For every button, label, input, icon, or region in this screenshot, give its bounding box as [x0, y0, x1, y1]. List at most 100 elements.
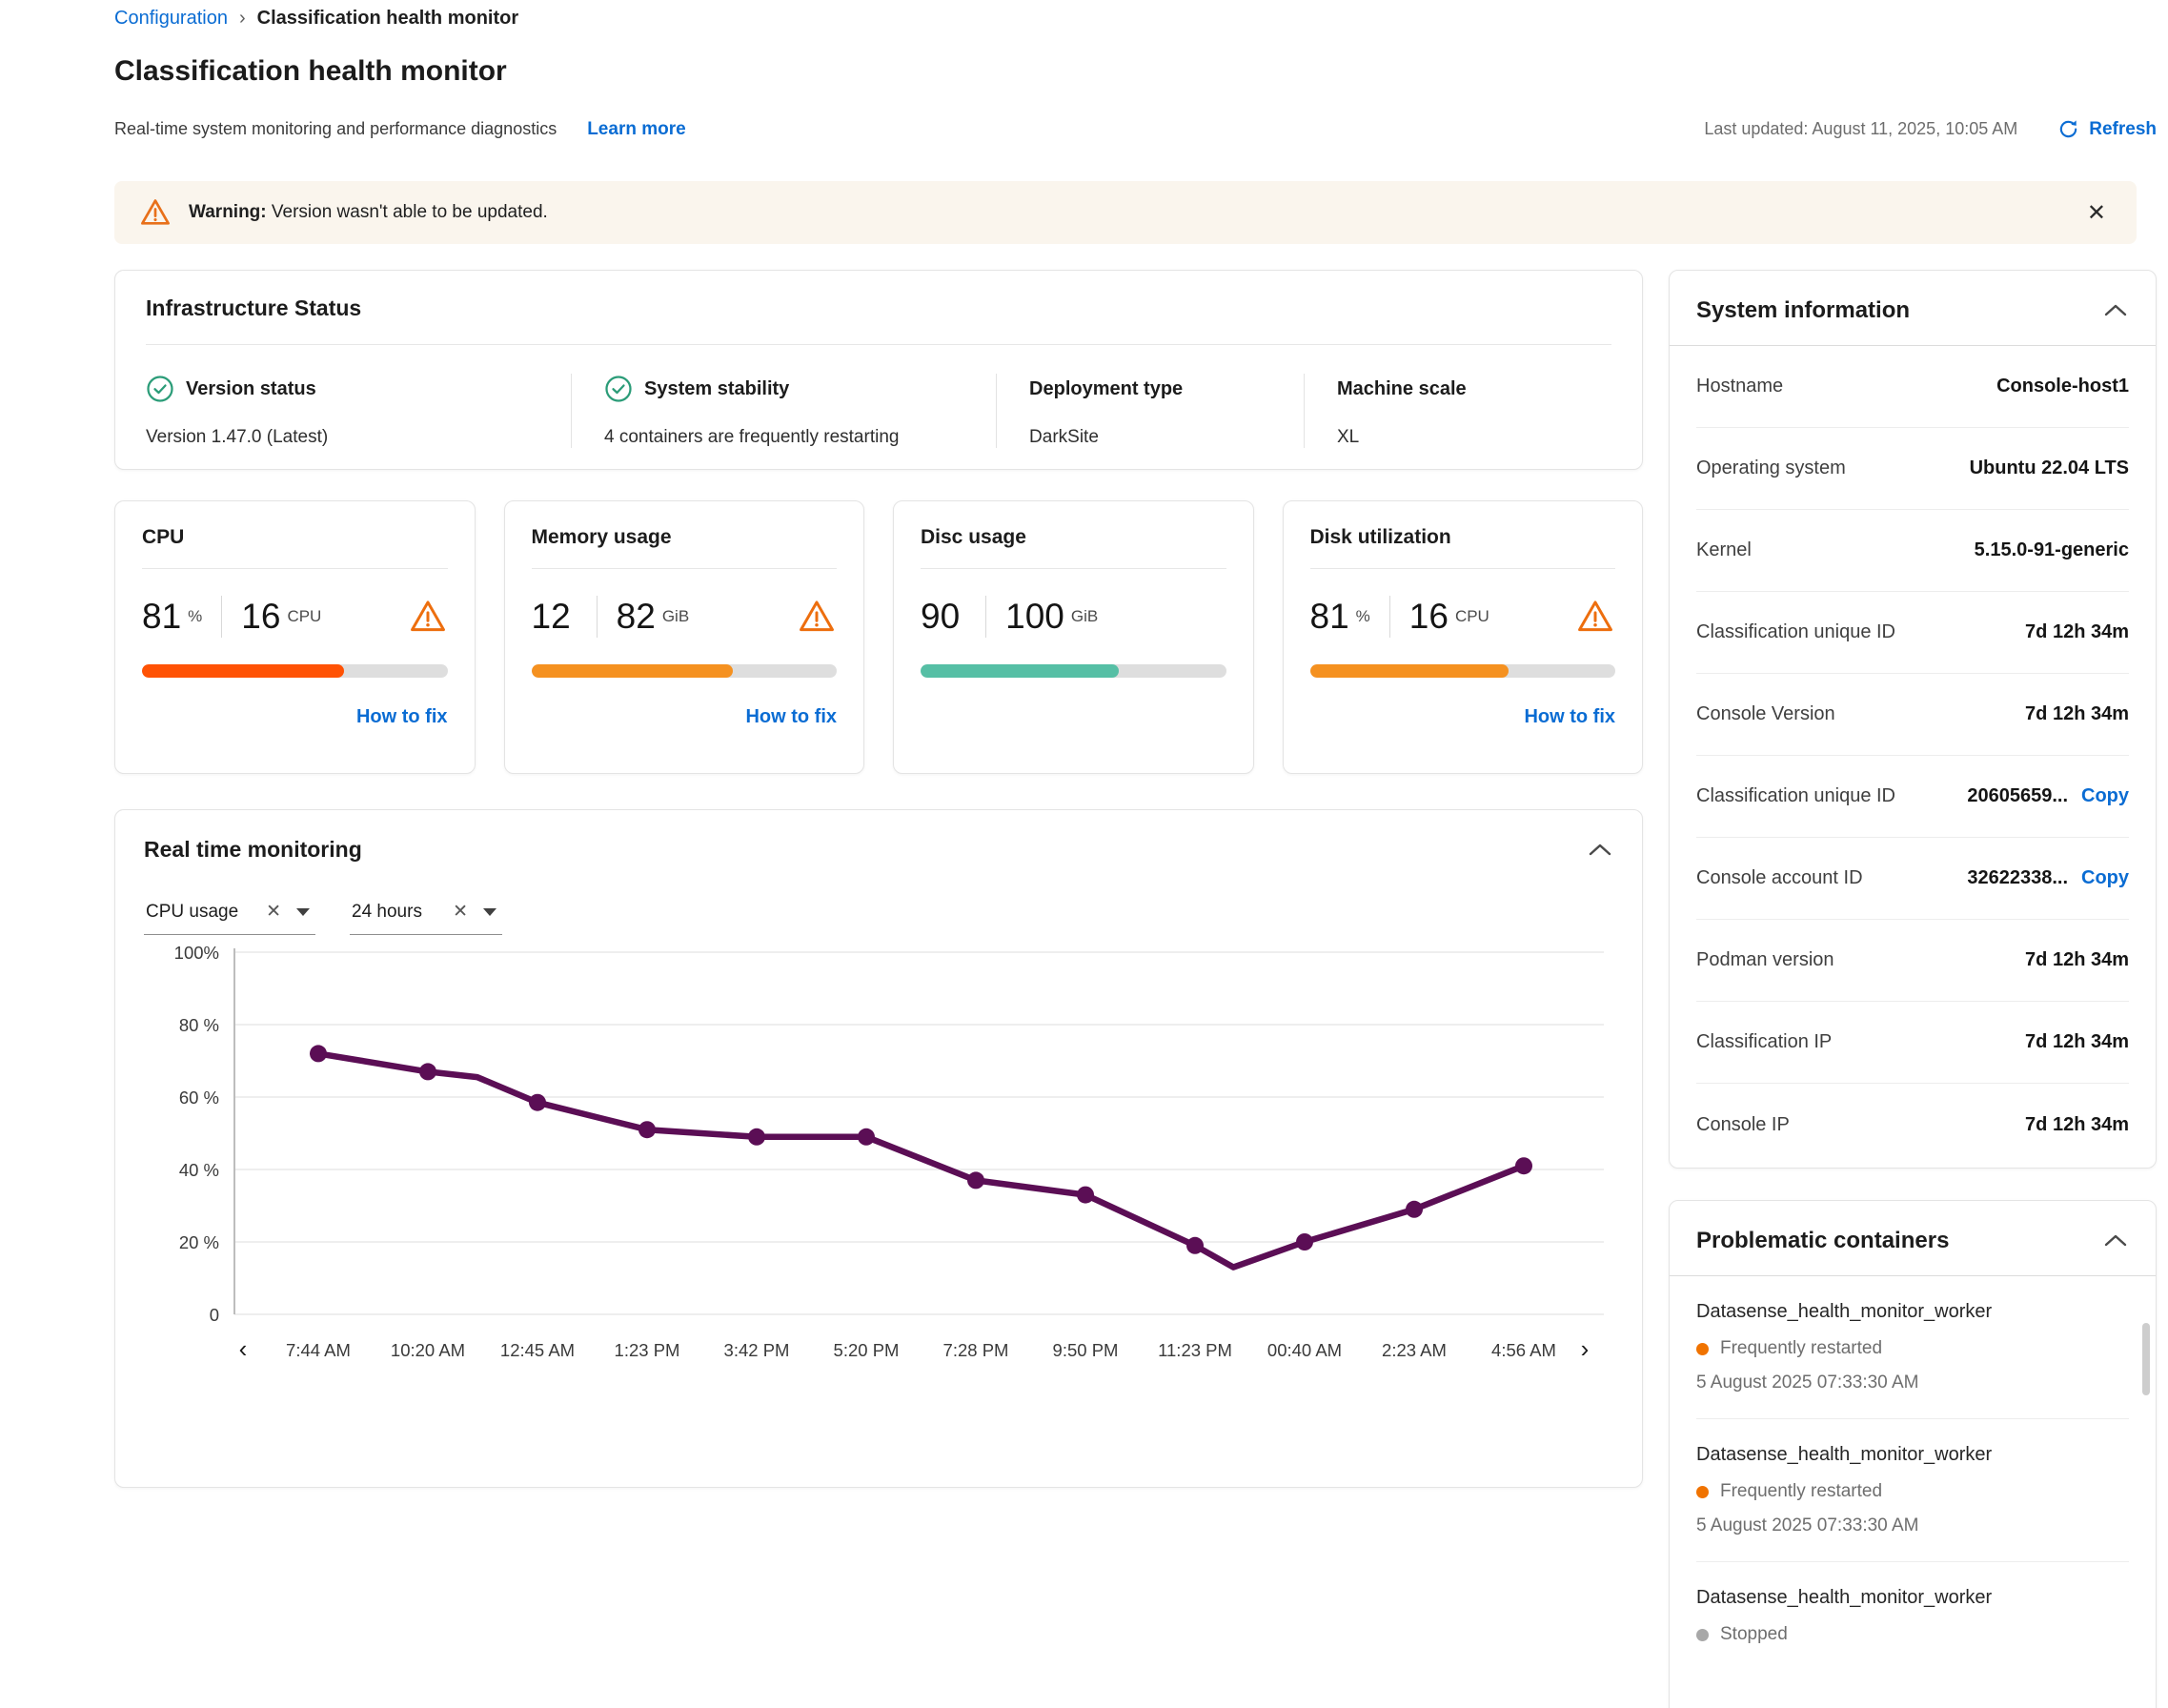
learn-more-link[interactable]: Learn more [587, 118, 686, 139]
container-list-item: Datasense_health_monitor_worker Frequent… [1696, 1276, 2129, 1419]
metric-bar-fill [531, 664, 734, 678]
container-date: 5 August 2025 07:33:30 AM [1696, 1515, 1919, 1535]
refresh-button[interactable]: Refresh [2057, 118, 2157, 140]
how-to-fix-link[interactable]: How to fix [745, 706, 837, 727]
breadcrumb: Configuration › Classification health mo… [114, 8, 518, 30]
metric-value-1: 12 [531, 597, 571, 636]
system-information-card: System information Hostname Console-host… [1669, 270, 2157, 1169]
metric-value-2: 82 [616, 597, 656, 636]
svg-text:100%: 100% [174, 943, 219, 963]
container-status-dot [1696, 1485, 1709, 1498]
sysinfo-label: Console Version [1696, 703, 1835, 724]
chevron-down-icon[interactable] [483, 907, 496, 916]
problematic-containers-title: Problematic containers [1696, 1228, 1950, 1253]
metric-value-2: 100 [1005, 597, 1064, 636]
sysinfo-label: Classification unique ID [1696, 621, 1895, 642]
clear-filter-icon[interactable]: ✕ [453, 902, 468, 922]
refresh-icon [2060, 120, 2077, 138]
metric-value-2: 16 [1408, 597, 1449, 636]
container-name: Datasense_health_monitor_worker [1696, 1444, 1993, 1465]
svg-text:10:20 AM: 10:20 AM [391, 1340, 465, 1360]
sysinfo-row-classification-ip: Classification IP 7d 12h 34m [1696, 1002, 2129, 1084]
sysinfo-row-podman-version: Podman version 7d 12h 34m [1696, 920, 2129, 1002]
sysinfo-label: Console account ID [1696, 867, 1863, 888]
sysinfo-label: Operating system [1696, 458, 1846, 478]
sysinfo-label: Hostname [1696, 376, 1784, 396]
sysinfo-row-hostname: Hostname Console-host1 [1696, 346, 2129, 428]
metric-card-cpu: CPU 81% 16 CPU How to fix [114, 500, 476, 774]
copy-link[interactable]: Copy [2081, 867, 2129, 888]
svg-text:7:28 PM: 7:28 PM [943, 1340, 1009, 1360]
sysinfo-value: 7d 12h 34m [2025, 621, 2129, 642]
chart-next-icon[interactable]: › [1581, 1334, 1590, 1363]
svg-text:9:50 PM: 9:50 PM [1053, 1340, 1119, 1360]
container-date: 5 August 2025 07:33:30 AM [1696, 1372, 1919, 1393]
how-to-fix-link[interactable]: How to fix [1524, 706, 1615, 727]
metric-value-1: 90 [921, 597, 961, 636]
collapse-chevron-icon[interactable] [1587, 842, 1613, 859]
time-range-dropdown[interactable]: 24 hours ✕ [350, 901, 502, 935]
container-name: Datasense_health_monitor_worker [1696, 1301, 1993, 1322]
chart-prev-icon[interactable]: ‹ [239, 1334, 248, 1363]
scrollbar-thumb[interactable] [2142, 1323, 2150, 1395]
metric-value-1: 81 [142, 597, 182, 636]
sysinfo-row-console-ip: Console IP 7d 12h 34m [1696, 1084, 2129, 1166]
metric-cards-row: CPU 81% 16 CPU How to fix Memory usage [114, 500, 1643, 774]
metric-unit-1: % [188, 607, 203, 625]
sysinfo-row-console-account-id: Console account ID 32622338... Copy [1696, 838, 2129, 920]
sysinfo-label: Classification IP [1696, 1031, 1833, 1052]
how-to-fix-link[interactable]: How to fix [355, 706, 448, 727]
metric-progress-track [142, 664, 448, 678]
sysinfo-value: 20605659... [1967, 785, 2068, 806]
metric-card-disk-utilization: Disk utilization 81% 16 CPU How to fix [1282, 500, 1643, 774]
infrastructure-status-title: Infrastructure Status [146, 295, 362, 320]
sysinfo-value: 7d 12h 34m [2025, 1031, 2129, 1052]
chevron-down-icon[interactable] [296, 907, 310, 916]
sysinfo-label: Kernel [1696, 539, 1752, 560]
sysinfo-value: 7d 12h 34m [2025, 949, 2129, 970]
svg-text:4:56 AM: 4:56 AM [1491, 1340, 1556, 1360]
sysinfo-row-console-version: Console Version 7d 12h 34m [1696, 674, 2129, 756]
warning-triangle-icon [141, 199, 170, 225]
sysinfo-value: 7d 12h 34m [2025, 703, 2129, 724]
infra-item-value: DarkSite [1029, 427, 1099, 447]
infra-item-value: 4 containers are frequently restarting [604, 427, 900, 447]
svg-text:80 %: 80 % [179, 1015, 219, 1035]
metric-bar-fill [142, 664, 344, 678]
container-list-item: Datasense_health_monitor_worker Stopped [1696, 1562, 2129, 1670]
metric-value-2: 16 [241, 597, 281, 636]
container-status-text: Frequently restarted [1720, 1481, 1883, 1501]
sysinfo-row-kernel: Kernel 5.15.0-91-generic [1696, 510, 2129, 592]
copy-link[interactable]: Copy [2081, 785, 2129, 806]
banner-close-icon[interactable]: ✕ [2086, 199, 2106, 226]
cpu-usage-line-chart: 100% 80 % 60 % 40 % 20 % 0 7:44 AM 10:20 AM 12:4… [144, 939, 1613, 1382]
container-status-dot [1696, 1342, 1709, 1355]
svg-text:60 %: 60 % [179, 1088, 219, 1108]
sysinfo-value: 32622338... [1967, 867, 2068, 888]
svg-text:11:23 PM: 11:23 PM [1158, 1340, 1232, 1360]
clear-filter-icon[interactable]: ✕ [266, 902, 281, 922]
breadcrumb-current: Classification health monitor [256, 8, 519, 29]
infra-item-value: XL [1337, 427, 1360, 447]
real-time-monitoring-title: Real time monitoring [144, 837, 362, 862]
sysinfo-row-os: Operating system Ubuntu 22.04 LTS [1696, 428, 2129, 510]
metric-bar-fill [921, 664, 1120, 678]
sysinfo-label: Console IP [1696, 1113, 1790, 1135]
sysinfo-row-classification-id: Classification unique ID 20605659... Copy [1696, 756, 2129, 838]
metric-value-1: 81 [1309, 597, 1349, 636]
collapse-chevron-icon[interactable] [2102, 302, 2129, 319]
collapse-chevron-icon[interactable] [2102, 1232, 2129, 1250]
metric-unit-2: GiB [661, 607, 690, 625]
metric-bar-fill [1309, 664, 1509, 678]
metric-title: Disk utilization [1309, 526, 1451, 548]
svg-text:7:44 AM: 7:44 AM [286, 1340, 351, 1360]
metric-filter-dropdown[interactable]: CPU usage ✕ [144, 901, 315, 935]
svg-text:2:23 AM: 2:23 AM [1382, 1340, 1447, 1360]
breadcrumb-link-configuration[interactable]: Configuration [114, 8, 228, 29]
metric-progress-track [1309, 664, 1615, 678]
warning-icon [410, 600, 445, 632]
container-name: Datasense_health_monitor_worker [1696, 1587, 1993, 1608]
page-title: Classification health monitor [114, 55, 507, 87]
banner-message: Version wasn't able to be updated. [271, 202, 548, 222]
metric-unit-1: % [1355, 607, 1370, 625]
